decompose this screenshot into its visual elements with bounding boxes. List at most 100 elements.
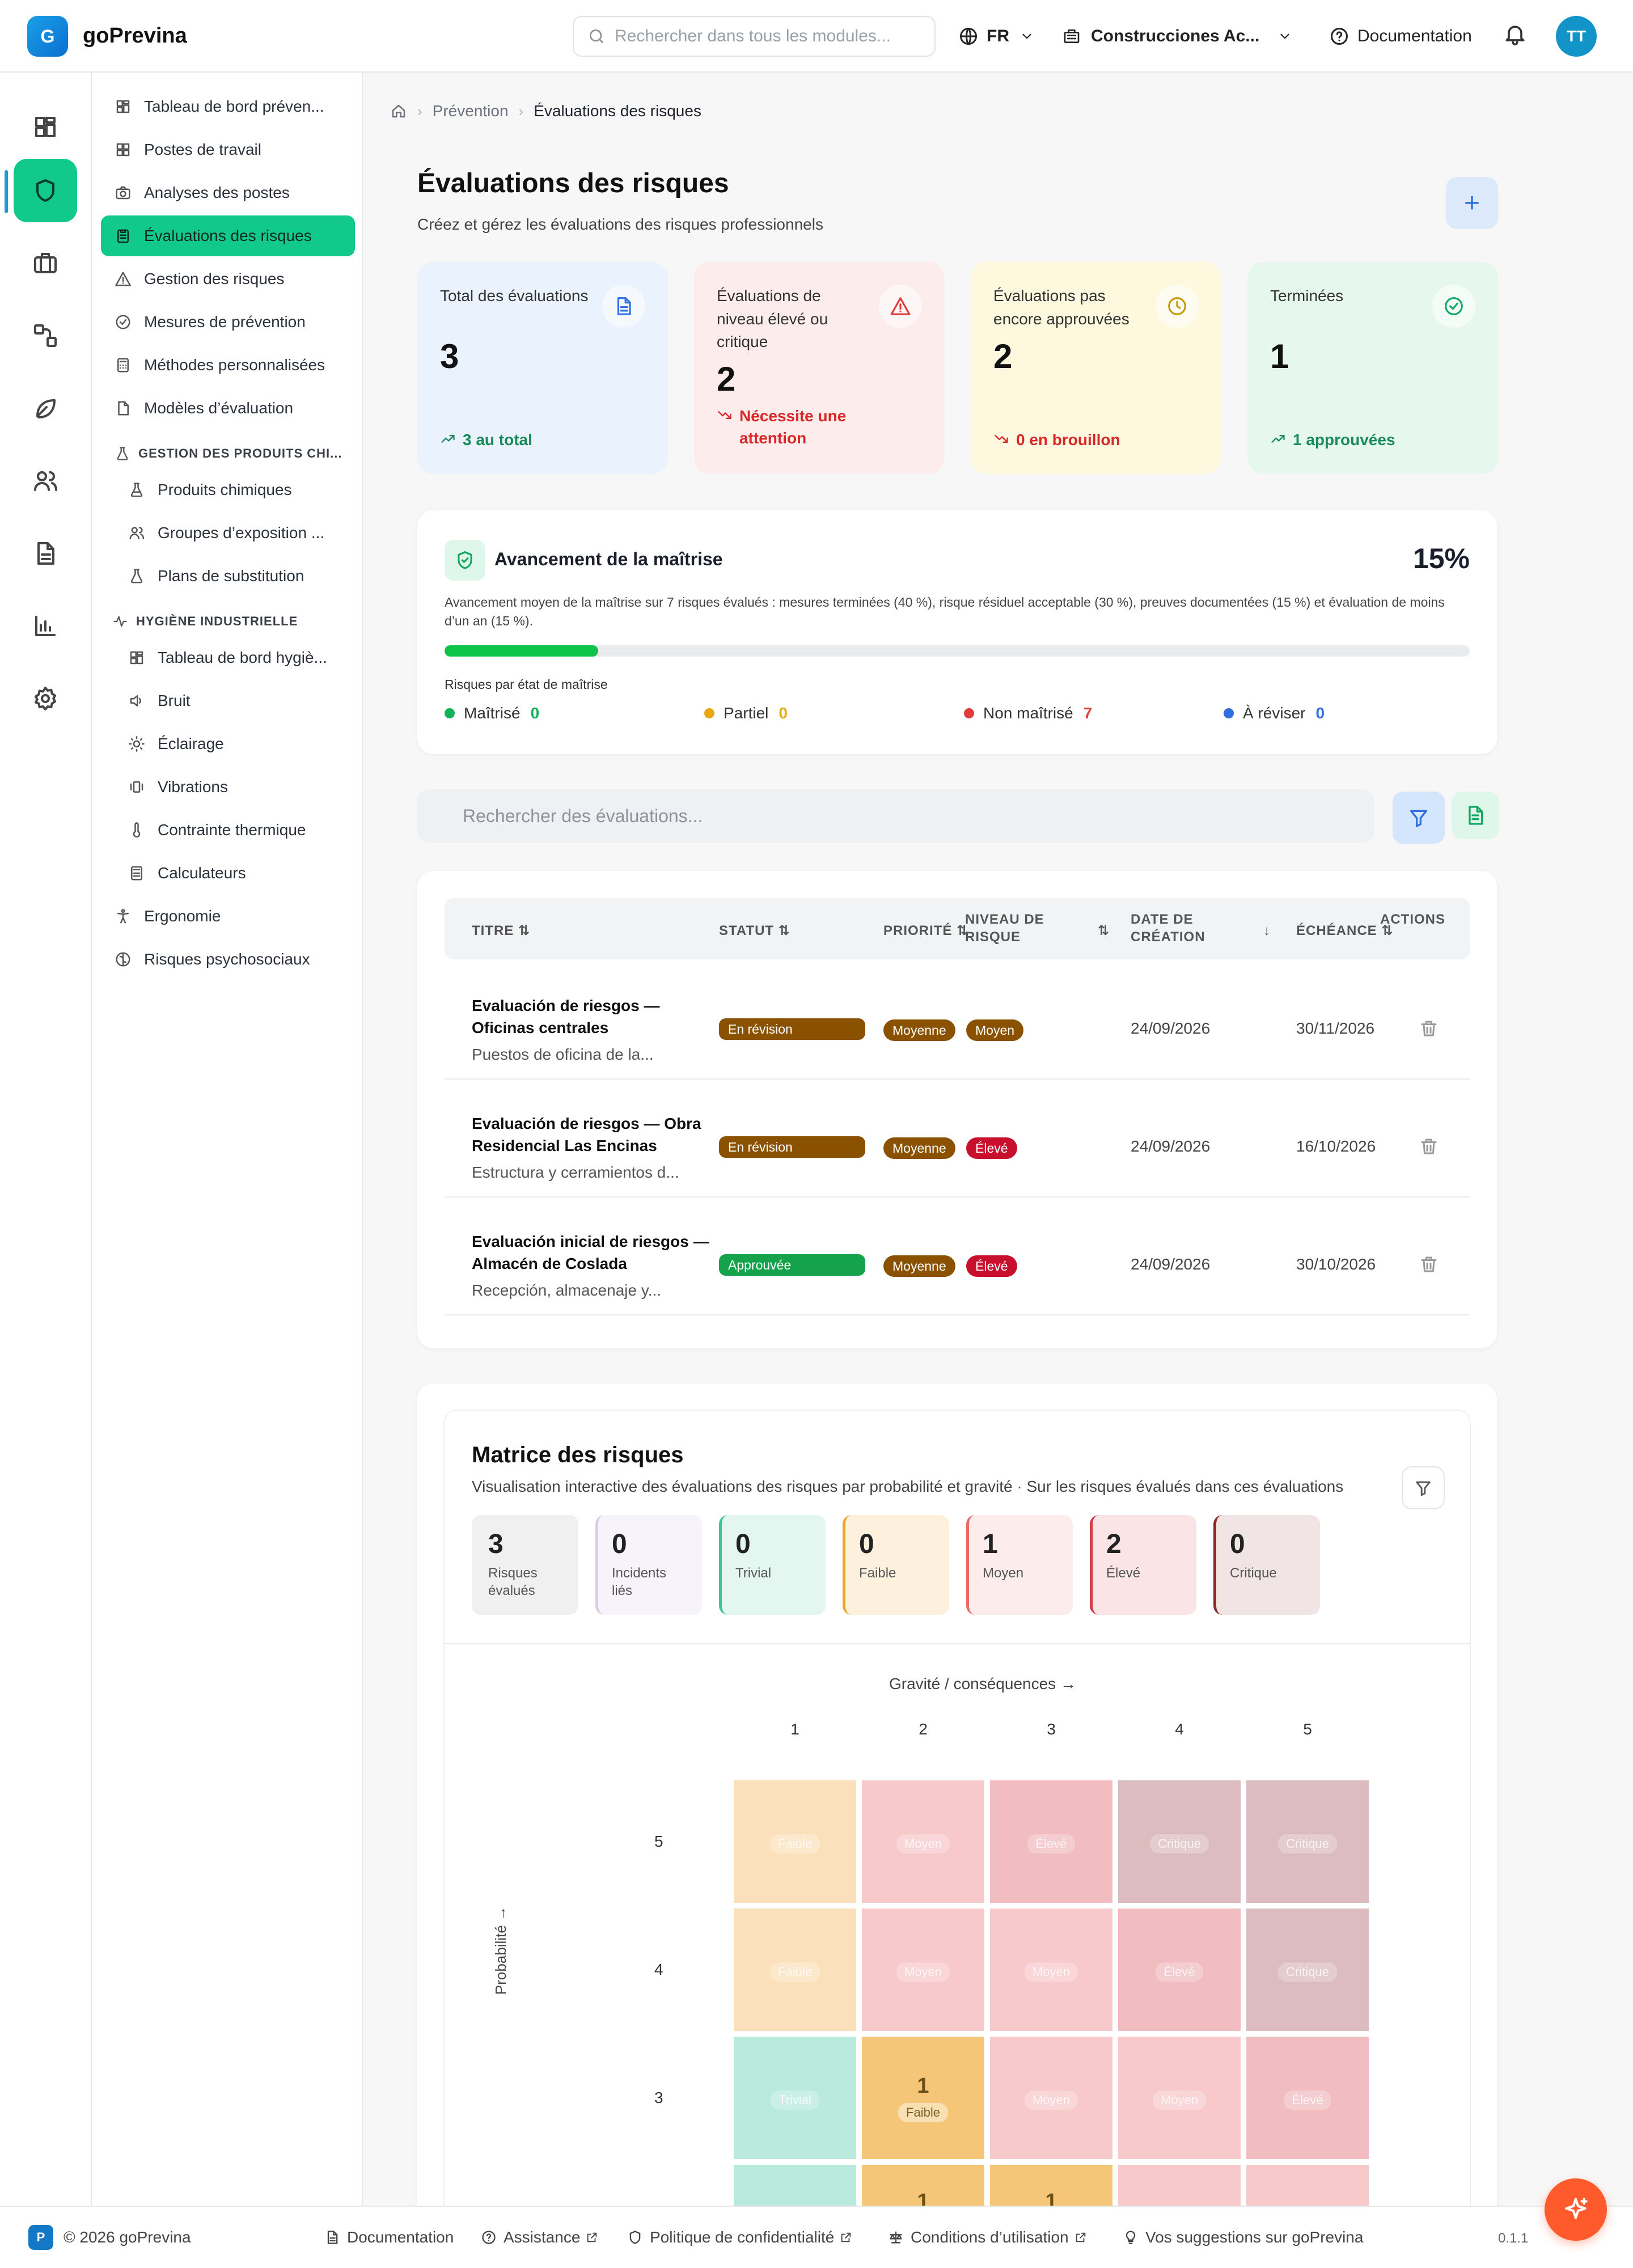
matrix-cell[interactable]: Faible bbox=[734, 1909, 856, 2031]
nav-item-psychosocial[interactable]: Risques psychosociaux bbox=[101, 939, 355, 980]
stat-footer: Nécessite une attention bbox=[717, 405, 887, 449]
matrix-cell[interactable]: Élevé bbox=[990, 1780, 1112, 1903]
nav-item-chemical-products[interactable]: Produits chimiques bbox=[101, 469, 355, 510]
matrix-cell[interactable]: Moyen bbox=[862, 1780, 984, 1903]
footer-link-privacy[interactable]: Politique de confidentialité bbox=[627, 2228, 859, 2246]
matrix-row-number: 4 bbox=[654, 1961, 663, 1978]
rail-settings-button[interactable] bbox=[14, 667, 77, 730]
trash-icon[interactable] bbox=[1419, 1136, 1439, 1157]
nav-item-vibrations[interactable]: Vibrations bbox=[101, 767, 355, 807]
matrix-cell[interactable]: Critique bbox=[1246, 1780, 1369, 1903]
column-header-title[interactable]: TITRE ⇅ bbox=[472, 922, 530, 940]
nav-item-thermal-stress[interactable]: Contrainte thermique bbox=[101, 810, 355, 850]
footer-link-support[interactable]: Assistance bbox=[481, 2228, 605, 2246]
column-header-created[interactable]: DATE DE CRÉATION bbox=[1131, 912, 1205, 945]
global-search-input[interactable]: Rechercher dans tous les modules... bbox=[573, 16, 936, 57]
matrix-cell[interactable]: Élevé bbox=[1118, 1909, 1241, 2031]
rail-users-button[interactable] bbox=[14, 449, 77, 513]
matrix-cell[interactable]: Moyen bbox=[862, 1909, 984, 2031]
table-row[interactable]: Evaluación inicial de riesgos — Almacén … bbox=[445, 1208, 1470, 1315]
nav-item-risk-assessments[interactable]: Évaluations des risques bbox=[101, 215, 355, 256]
assessment-title[interactable]: Evaluación de riesgos — Obra Residencial… bbox=[472, 1115, 701, 1155]
matrix-summary-box: 0 Critique bbox=[1213, 1515, 1320, 1615]
nav-item-substitution-plans[interactable]: Plans de substitution bbox=[101, 556, 355, 596]
table-header: TITRE ⇅ STATUT ⇅ PRIORITÉ ⇅ NIVEAU DE RI… bbox=[445, 898, 1470, 959]
grid-icon bbox=[116, 143, 130, 156]
sort-desc-icon[interactable]: ↓ bbox=[1263, 923, 1271, 938]
sort-icon: ⇅ bbox=[778, 923, 790, 938]
trash-icon[interactable] bbox=[1419, 1018, 1439, 1039]
rail-briefcase-button[interactable] bbox=[14, 231, 77, 295]
add-assessment-button[interactable]: + bbox=[1446, 177, 1498, 229]
nav-item-dashboard[interactable]: Tableau de bord préven... bbox=[101, 86, 355, 127]
state-label: Non maîtrisé bbox=[983, 704, 1073, 722]
documentation-link[interactable]: Documentation bbox=[1329, 20, 1472, 52]
matrix-cell[interactable]: 1 Faible bbox=[862, 2037, 984, 2159]
bell-icon[interactable] bbox=[1503, 22, 1528, 46]
company-selector[interactable]: Construcciones Ac... bbox=[1063, 20, 1292, 52]
nav-item-assessment-templates[interactable]: Modèles d’évaluation bbox=[101, 388, 355, 429]
rail-documents-button[interactable] bbox=[14, 522, 77, 585]
nav-item-risk-management[interactable]: Gestion des risques bbox=[101, 259, 355, 299]
export-button[interactable] bbox=[1452, 792, 1499, 839]
stat-footer: 1 approuvées bbox=[1270, 429, 1395, 451]
rail-prevention-button[interactable] bbox=[14, 159, 77, 222]
matrix-cell[interactable]: Moyen bbox=[1118, 2037, 1241, 2159]
nav-item-calculators[interactable]: Calculateurs bbox=[101, 853, 355, 894]
summary-count: 0 bbox=[612, 1529, 627, 1559]
column-header-status[interactable]: STATUT ⇅ bbox=[719, 922, 790, 940]
shield-icon bbox=[36, 179, 54, 202]
nav-item-analyses[interactable]: Analyses des postes bbox=[101, 172, 355, 213]
footer-link-terms[interactable]: Conditions d’utilisation bbox=[888, 2228, 1094, 2246]
nav-item-custom-methods[interactable]: Méthodes personnalisées bbox=[101, 345, 355, 386]
matrix-column-number: 5 bbox=[1303, 1720, 1312, 1738]
column-header-due[interactable]: ÉCHÉANCE ⇅ bbox=[1296, 922, 1393, 940]
assessment-title[interactable]: Evaluación inicial de riesgos — Almacén … bbox=[472, 1233, 709, 1273]
matrix-cell[interactable]: Critique bbox=[1118, 1780, 1241, 1903]
app-name[interactable]: goPrevina bbox=[83, 24, 187, 48]
sort-icon[interactable]: ⇅ bbox=[1098, 923, 1110, 938]
matrix-cell[interactable]: Moyen bbox=[990, 2037, 1112, 2159]
footer-link-suggestions[interactable]: Vos suggestions sur goPrevina bbox=[1123, 2228, 1363, 2246]
camera-icon bbox=[116, 186, 130, 200]
ai-assistant-button[interactable] bbox=[1545, 2178, 1607, 2241]
filter-button[interactable] bbox=[1393, 792, 1445, 844]
home-icon[interactable] bbox=[390, 103, 407, 120]
matrix-cell[interactable]: Trivial bbox=[734, 2037, 856, 2159]
language-selector[interactable]: FR bbox=[958, 20, 1034, 52]
nav-item-hygiene-dashboard[interactable]: Tableau de bord hygiè... bbox=[101, 637, 355, 678]
app-logo[interactable]: G bbox=[27, 16, 68, 57]
matrix-cell[interactable]: Moyen bbox=[990, 1909, 1112, 2031]
matrix-filter-button[interactable] bbox=[1402, 1466, 1445, 1509]
rail-workflow-button[interactable] bbox=[14, 304, 77, 367]
thermometer-icon bbox=[133, 822, 141, 838]
breadcrumb-parent[interactable]: Prévention bbox=[432, 102, 509, 120]
matrix-cell[interactable]: Critique bbox=[1246, 1909, 1369, 2031]
trash-icon[interactable] bbox=[1419, 1254, 1439, 1275]
matrix-cell[interactable]: Faible bbox=[734, 1780, 856, 1903]
matrix-cell[interactable]: Élevé bbox=[1246, 2037, 1369, 2159]
footer-link-documentation[interactable]: Documentation bbox=[324, 2228, 454, 2246]
table-row[interactable]: Evaluación de riesgos — Oficinas central… bbox=[445, 972, 1470, 1080]
nav-item-lighting[interactable]: Éclairage bbox=[101, 723, 355, 764]
nav-item-exposure-groups[interactable]: Groupes d’exposition ... bbox=[101, 513, 355, 553]
matrix-summary-box: 2 Élevé bbox=[1090, 1515, 1196, 1615]
table-row[interactable]: Evaluación de riesgos — Obra Residencial… bbox=[445, 1090, 1470, 1198]
rail-environment-button[interactable] bbox=[14, 376, 77, 440]
nav-item-ergonomics[interactable]: Ergonomie bbox=[101, 896, 355, 937]
nav-item-prevention-measures[interactable]: Mesures de prévention bbox=[101, 302, 355, 342]
nav-item-noise[interactable]: Bruit bbox=[101, 680, 355, 721]
assessments-table: TITRE ⇅ STATUT ⇅ PRIORITÉ ⇅ NIVEAU DE RI… bbox=[417, 871, 1497, 1348]
nav-item-workstations[interactable]: Postes de travail bbox=[101, 129, 355, 170]
clock-icon bbox=[1168, 297, 1186, 315]
assessment-search-input[interactable]: Rechercher des évaluations... bbox=[417, 789, 1374, 843]
assessment-title[interactable]: Evaluación de riesgos — Oficinas central… bbox=[472, 997, 660, 1037]
stat-footer-text: 0 en brouillon bbox=[1016, 431, 1120, 448]
mastery-description: Avancement moyen de la maîtrise sur 7 ri… bbox=[445, 595, 1445, 629]
rail-reports-button[interactable] bbox=[14, 594, 77, 658]
rail-dashboard-button[interactable] bbox=[14, 95, 77, 159]
column-header-priority[interactable]: PRIORITÉ ⇅ bbox=[883, 922, 968, 940]
user-avatar[interactable]: TT bbox=[1556, 16, 1597, 57]
column-header-risk[interactable]: NIVEAU DE RISQUE bbox=[965, 912, 1044, 945]
external-link-icon bbox=[841, 2232, 851, 2242]
